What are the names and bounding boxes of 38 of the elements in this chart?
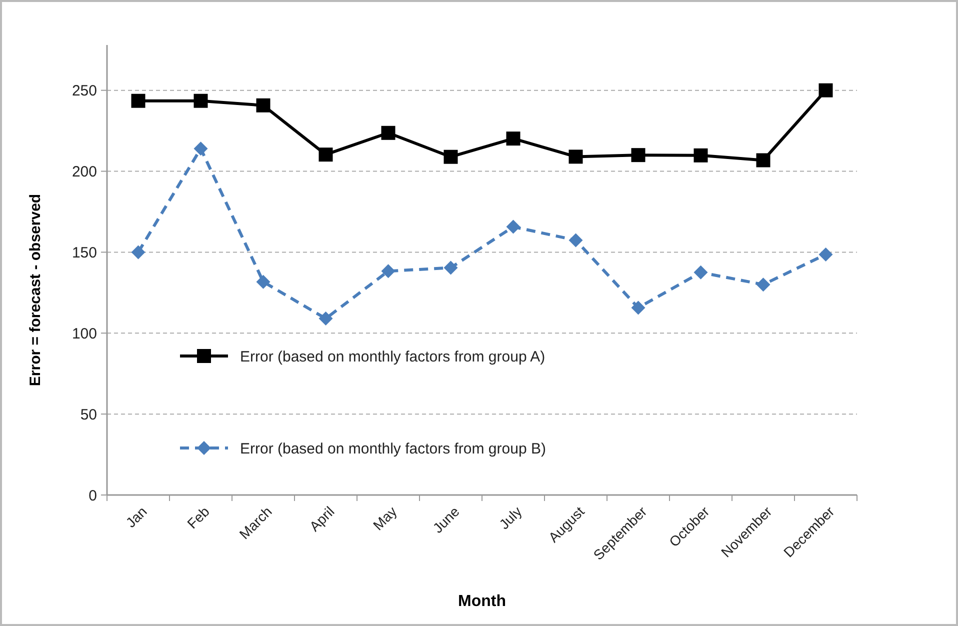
point <box>318 312 333 326</box>
x-axis-title: Month <box>458 593 506 610</box>
y-tick-label: 250 <box>72 82 97 100</box>
y-tick-label: 150 <box>72 244 97 262</box>
x-tick-label: July <box>496 503 525 532</box>
point <box>256 98 270 112</box>
point <box>818 83 833 98</box>
point <box>444 150 458 164</box>
x-tick-label: Jan <box>122 503 150 531</box>
point <box>131 94 146 108</box>
point <box>756 278 770 292</box>
y-tick-label: 200 <box>72 164 97 181</box>
point <box>381 126 396 140</box>
point <box>131 245 146 260</box>
point <box>381 264 396 278</box>
point <box>506 132 520 146</box>
point <box>694 265 708 280</box>
point <box>818 247 833 262</box>
legend-label: Error (based on monthly factors from group B) <box>240 440 546 458</box>
point <box>506 220 520 234</box>
y-tick-label: 100 <box>72 325 97 342</box>
point <box>444 260 458 275</box>
x-tick-label: Feb <box>184 503 212 532</box>
point <box>318 148 333 162</box>
legend-label: Error (based on monthly factors from group A) <box>240 348 546 366</box>
point <box>631 300 646 315</box>
point <box>256 274 270 289</box>
x-tick-label: May <box>370 503 400 534</box>
point <box>194 94 208 108</box>
point <box>568 150 583 164</box>
point <box>631 148 646 162</box>
point <box>756 153 770 168</box>
point <box>694 148 708 162</box>
point <box>568 233 583 248</box>
point <box>194 142 208 156</box>
y-tick-label: 50 <box>80 406 97 424</box>
y-tick-label: 0 <box>88 487 97 504</box>
y-axis-title: Error = forecast - observed <box>27 194 44 386</box>
